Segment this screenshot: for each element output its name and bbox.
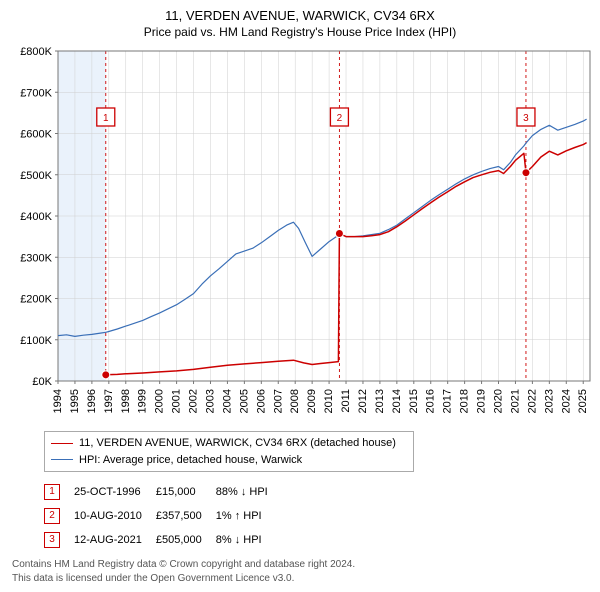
svg-text:£800K: £800K <box>20 46 52 58</box>
svg-text:2006: 2006 <box>255 389 267 413</box>
disclaimer: Contains HM Land Registry data © Crown c… <box>12 558 594 586</box>
sale-price: £505,000 <box>156 528 216 552</box>
svg-text:£400K: £400K <box>20 211 52 223</box>
svg-text:2008: 2008 <box>289 389 301 413</box>
svg-text:2016: 2016 <box>425 389 437 413</box>
svg-text:2009: 2009 <box>306 389 318 413</box>
svg-text:2005: 2005 <box>238 389 250 413</box>
svg-text:2007: 2007 <box>272 389 284 413</box>
svg-text:1995: 1995 <box>69 389 81 413</box>
svg-text:2015: 2015 <box>408 389 420 413</box>
svg-text:2020: 2020 <box>493 389 505 413</box>
svg-text:2019: 2019 <box>476 389 488 413</box>
svg-text:1996: 1996 <box>86 389 98 413</box>
svg-text:2000: 2000 <box>154 389 166 413</box>
sale-delta: 88% ↓ HPI <box>216 480 282 504</box>
svg-text:2011: 2011 <box>340 389 352 413</box>
svg-text:1997: 1997 <box>103 389 115 413</box>
page-title: 11, VERDEN AVENUE, WARWICK, CV34 6RX <box>6 8 594 23</box>
svg-text:2018: 2018 <box>459 389 471 413</box>
svg-text:1: 1 <box>103 113 109 124</box>
svg-text:2010: 2010 <box>323 389 335 413</box>
svg-text:2017: 2017 <box>442 389 454 413</box>
svg-text:2012: 2012 <box>357 389 369 413</box>
legend-swatch-icon <box>51 443 73 444</box>
svg-text:1999: 1999 <box>137 389 149 413</box>
svg-text:£100K: £100K <box>20 335 52 347</box>
svg-text:2023: 2023 <box>543 389 555 413</box>
svg-text:2003: 2003 <box>204 389 216 413</box>
svg-text:£0K: £0K <box>32 376 52 388</box>
sale-delta: 1% ↑ HPI <box>216 504 282 528</box>
sales-table: 1 25-OCT-1996£15,00088% ↓ HPI 2 10-AUG-2010… <box>44 480 282 552</box>
price-chart: £0K £100K £200K £300K £400K £500K £600K £700K £8… <box>6 45 594 425</box>
sale-delta: 8% ↓ HPI <box>216 528 282 552</box>
sale-date: 25-OCT-1996 <box>74 480 156 504</box>
sale-price: £15,000 <box>156 480 216 504</box>
svg-text:2014: 2014 <box>391 389 403 413</box>
legend: 11, VERDEN AVENUE, WARWICK, CV34 6RX (de… <box>44 431 414 472</box>
legend-label: HPI: Average price, detached house, Warw… <box>79 452 302 469</box>
legend-item: 11, VERDEN AVENUE, WARWICK, CV34 6RX (de… <box>51 435 407 452</box>
svg-text:£300K: £300K <box>20 252 52 264</box>
sale-price: £357,500 <box>156 504 216 528</box>
svg-text:2022: 2022 <box>526 389 538 413</box>
legend-swatch-icon <box>51 459 73 460</box>
svg-text:£500K: £500K <box>20 170 52 182</box>
table-row: 2 10-AUG-2010£357,5001% ↑ HPI <box>44 504 282 528</box>
sale-marker-icon: 1 <box>44 484 60 500</box>
svg-text:2025: 2025 <box>577 389 589 413</box>
svg-text:£700K: £700K <box>20 87 52 99</box>
svg-text:£600K: £600K <box>20 129 52 141</box>
table-row: 1 25-OCT-1996£15,00088% ↓ HPI <box>44 480 282 504</box>
svg-text:2002: 2002 <box>188 389 200 413</box>
sale-date: 10-AUG-2010 <box>74 504 156 528</box>
sale-marker-icon: 3 <box>44 532 60 548</box>
svg-text:2001: 2001 <box>171 389 183 413</box>
legend-item: HPI: Average price, detached house, Warw… <box>51 452 407 469</box>
page-subtitle: Price paid vs. HM Land Registry's House … <box>6 25 594 39</box>
svg-text:2004: 2004 <box>221 389 233 413</box>
svg-text:3: 3 <box>523 113 529 124</box>
disclaimer-line: Contains HM Land Registry data © Crown c… <box>12 558 594 572</box>
svg-text:2024: 2024 <box>560 389 572 413</box>
legend-label: 11, VERDEN AVENUE, WARWICK, CV34 6RX (de… <box>79 435 396 452</box>
svg-text:£200K: £200K <box>20 294 52 306</box>
svg-text:2021: 2021 <box>509 389 521 413</box>
sale-date: 12-AUG-2021 <box>74 528 156 552</box>
svg-text:1994: 1994 <box>52 389 64 413</box>
svg-text:1998: 1998 <box>120 389 132 413</box>
sale-marker-icon: 2 <box>44 508 60 524</box>
table-row: 3 12-AUG-2021£505,0008% ↓ HPI <box>44 528 282 552</box>
disclaimer-line: This data is licensed under the Open Gov… <box>12 572 594 586</box>
svg-text:2: 2 <box>337 113 343 124</box>
svg-text:2013: 2013 <box>374 389 386 413</box>
